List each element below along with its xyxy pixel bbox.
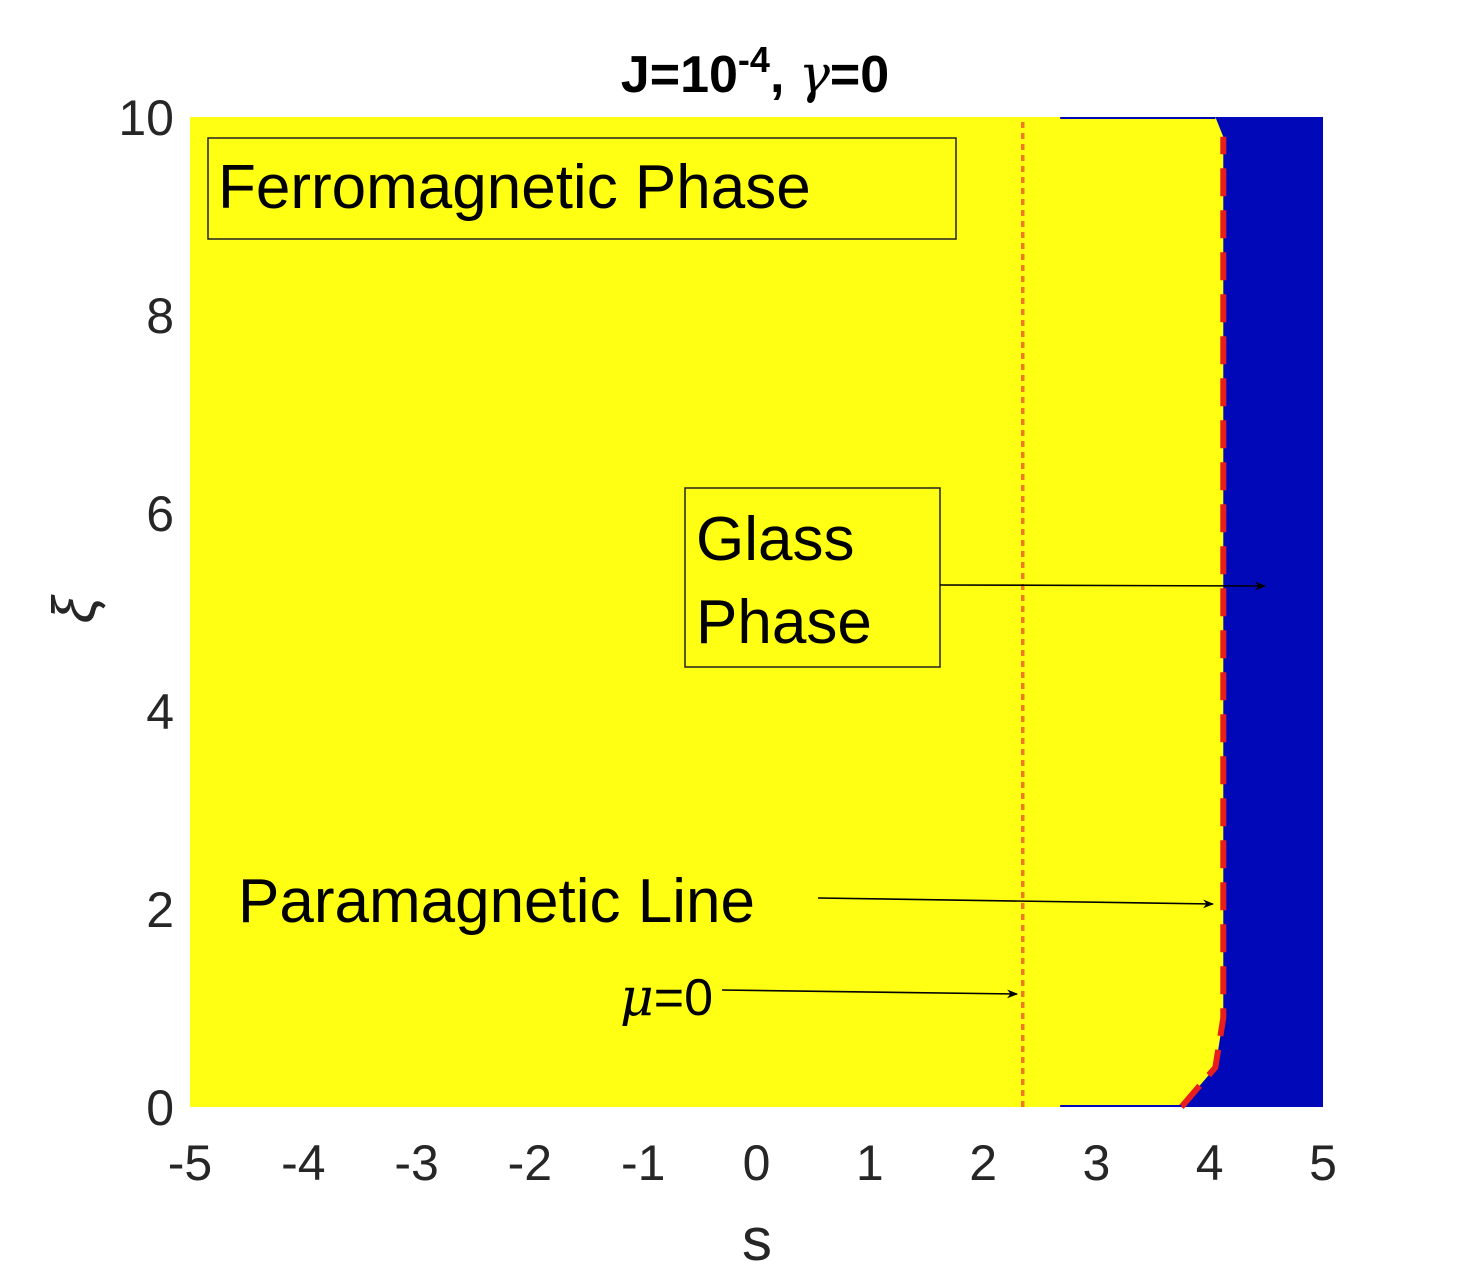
- glass-region: [1181, 117, 1323, 1107]
- glass-label-line-1: Glass: [696, 505, 854, 574]
- x-tick-label: -5: [168, 1135, 212, 1191]
- glass-label-box: [684, 487, 941, 668]
- y-tick-label: 2: [146, 882, 174, 938]
- x-tick-label: 0: [743, 1135, 771, 1191]
- x-tick-label: 4: [1196, 1135, 1224, 1191]
- glass-label-line-2: Phase: [696, 588, 872, 657]
- plot-area: [190, 117, 1323, 1109]
- paramagnetic-label: Paramagnetic Line: [238, 867, 755, 936]
- y-tick-label: 6: [146, 486, 174, 542]
- x-tick-label: -1: [621, 1135, 665, 1191]
- y-tick-label: 0: [146, 1080, 174, 1136]
- x-tick-label: -4: [281, 1135, 325, 1191]
- title-exponent: -4: [738, 39, 770, 80]
- x-tick-label: -2: [508, 1135, 552, 1191]
- x-tick-label: 5: [1309, 1135, 1337, 1191]
- mu-symbol: μ: [620, 968, 654, 1028]
- glass-arrow: [939, 581, 1267, 591]
- mu-suffix: =0: [654, 969, 713, 1027]
- ferromagnetic-label: Ferromagnetic Phase: [218, 153, 811, 222]
- x-axis-label: s: [742, 1206, 772, 1273]
- title-suffix: =0: [830, 46, 889, 104]
- y-axis-label: ξ: [41, 593, 108, 623]
- y-tick-label: 4: [146, 684, 174, 740]
- x-tick-label: 1: [856, 1135, 884, 1191]
- title-gamma: γ: [799, 45, 831, 105]
- mu-zero-arrow: [721, 989, 1019, 999]
- y-tick-label: 10: [118, 90, 174, 146]
- x-tick-label: 2: [969, 1135, 997, 1191]
- title-mid: ,: [770, 46, 799, 104]
- paramagnetic-arrow: [817, 897, 1215, 909]
- chart-title: J=10-4, γ=0: [621, 39, 889, 106]
- x-axis-ticks: -5 -4 -3 -2 -1 0 1 2 3 4 5: [168, 1135, 1337, 1191]
- ferromagnetic-region: [190, 117, 1323, 1107]
- x-tick-label: 3: [1082, 1135, 1110, 1191]
- x-tick-label: -3: [394, 1135, 438, 1191]
- paramagnetic-line: [1179, 136, 1227, 1109]
- mu-zero-label: μ=0: [620, 968, 713, 1028]
- ferromagnetic-label-box: [207, 137, 957, 240]
- y-tick-label: 8: [146, 288, 174, 344]
- y-axis-ticks: 0 2 4 6 8 10: [118, 90, 174, 1136]
- title-prefix: J=10: [621, 46, 738, 104]
